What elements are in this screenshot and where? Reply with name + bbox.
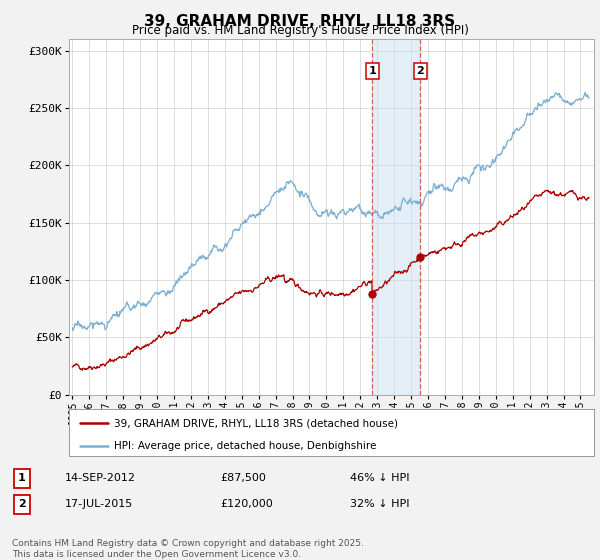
Text: Price paid vs. HM Land Registry's House Price Index (HPI): Price paid vs. HM Land Registry's House … bbox=[131, 24, 469, 37]
Text: 17-JUL-2015: 17-JUL-2015 bbox=[65, 499, 133, 509]
Text: 46% ↓ HPI: 46% ↓ HPI bbox=[350, 473, 409, 483]
Text: 14-SEP-2012: 14-SEP-2012 bbox=[65, 473, 136, 483]
Text: £87,500: £87,500 bbox=[220, 473, 266, 483]
Text: 2: 2 bbox=[18, 499, 26, 509]
Text: HPI: Average price, detached house, Denbighshire: HPI: Average price, detached house, Denb… bbox=[113, 441, 376, 451]
Text: £120,000: £120,000 bbox=[220, 499, 273, 509]
Text: 2: 2 bbox=[416, 66, 424, 76]
Text: 39, GRAHAM DRIVE, RHYL, LL18 3RS (detached house): 39, GRAHAM DRIVE, RHYL, LL18 3RS (detach… bbox=[113, 418, 398, 428]
Text: 1: 1 bbox=[368, 66, 376, 76]
Text: Contains HM Land Registry data © Crown copyright and database right 2025.
This d: Contains HM Land Registry data © Crown c… bbox=[12, 539, 364, 559]
Bar bbox=[373, 39, 420, 395]
Text: 39, GRAHAM DRIVE, RHYL, LL18 3RS: 39, GRAHAM DRIVE, RHYL, LL18 3RS bbox=[145, 14, 455, 29]
Text: 32% ↓ HPI: 32% ↓ HPI bbox=[350, 499, 409, 509]
Text: 1: 1 bbox=[18, 473, 26, 483]
